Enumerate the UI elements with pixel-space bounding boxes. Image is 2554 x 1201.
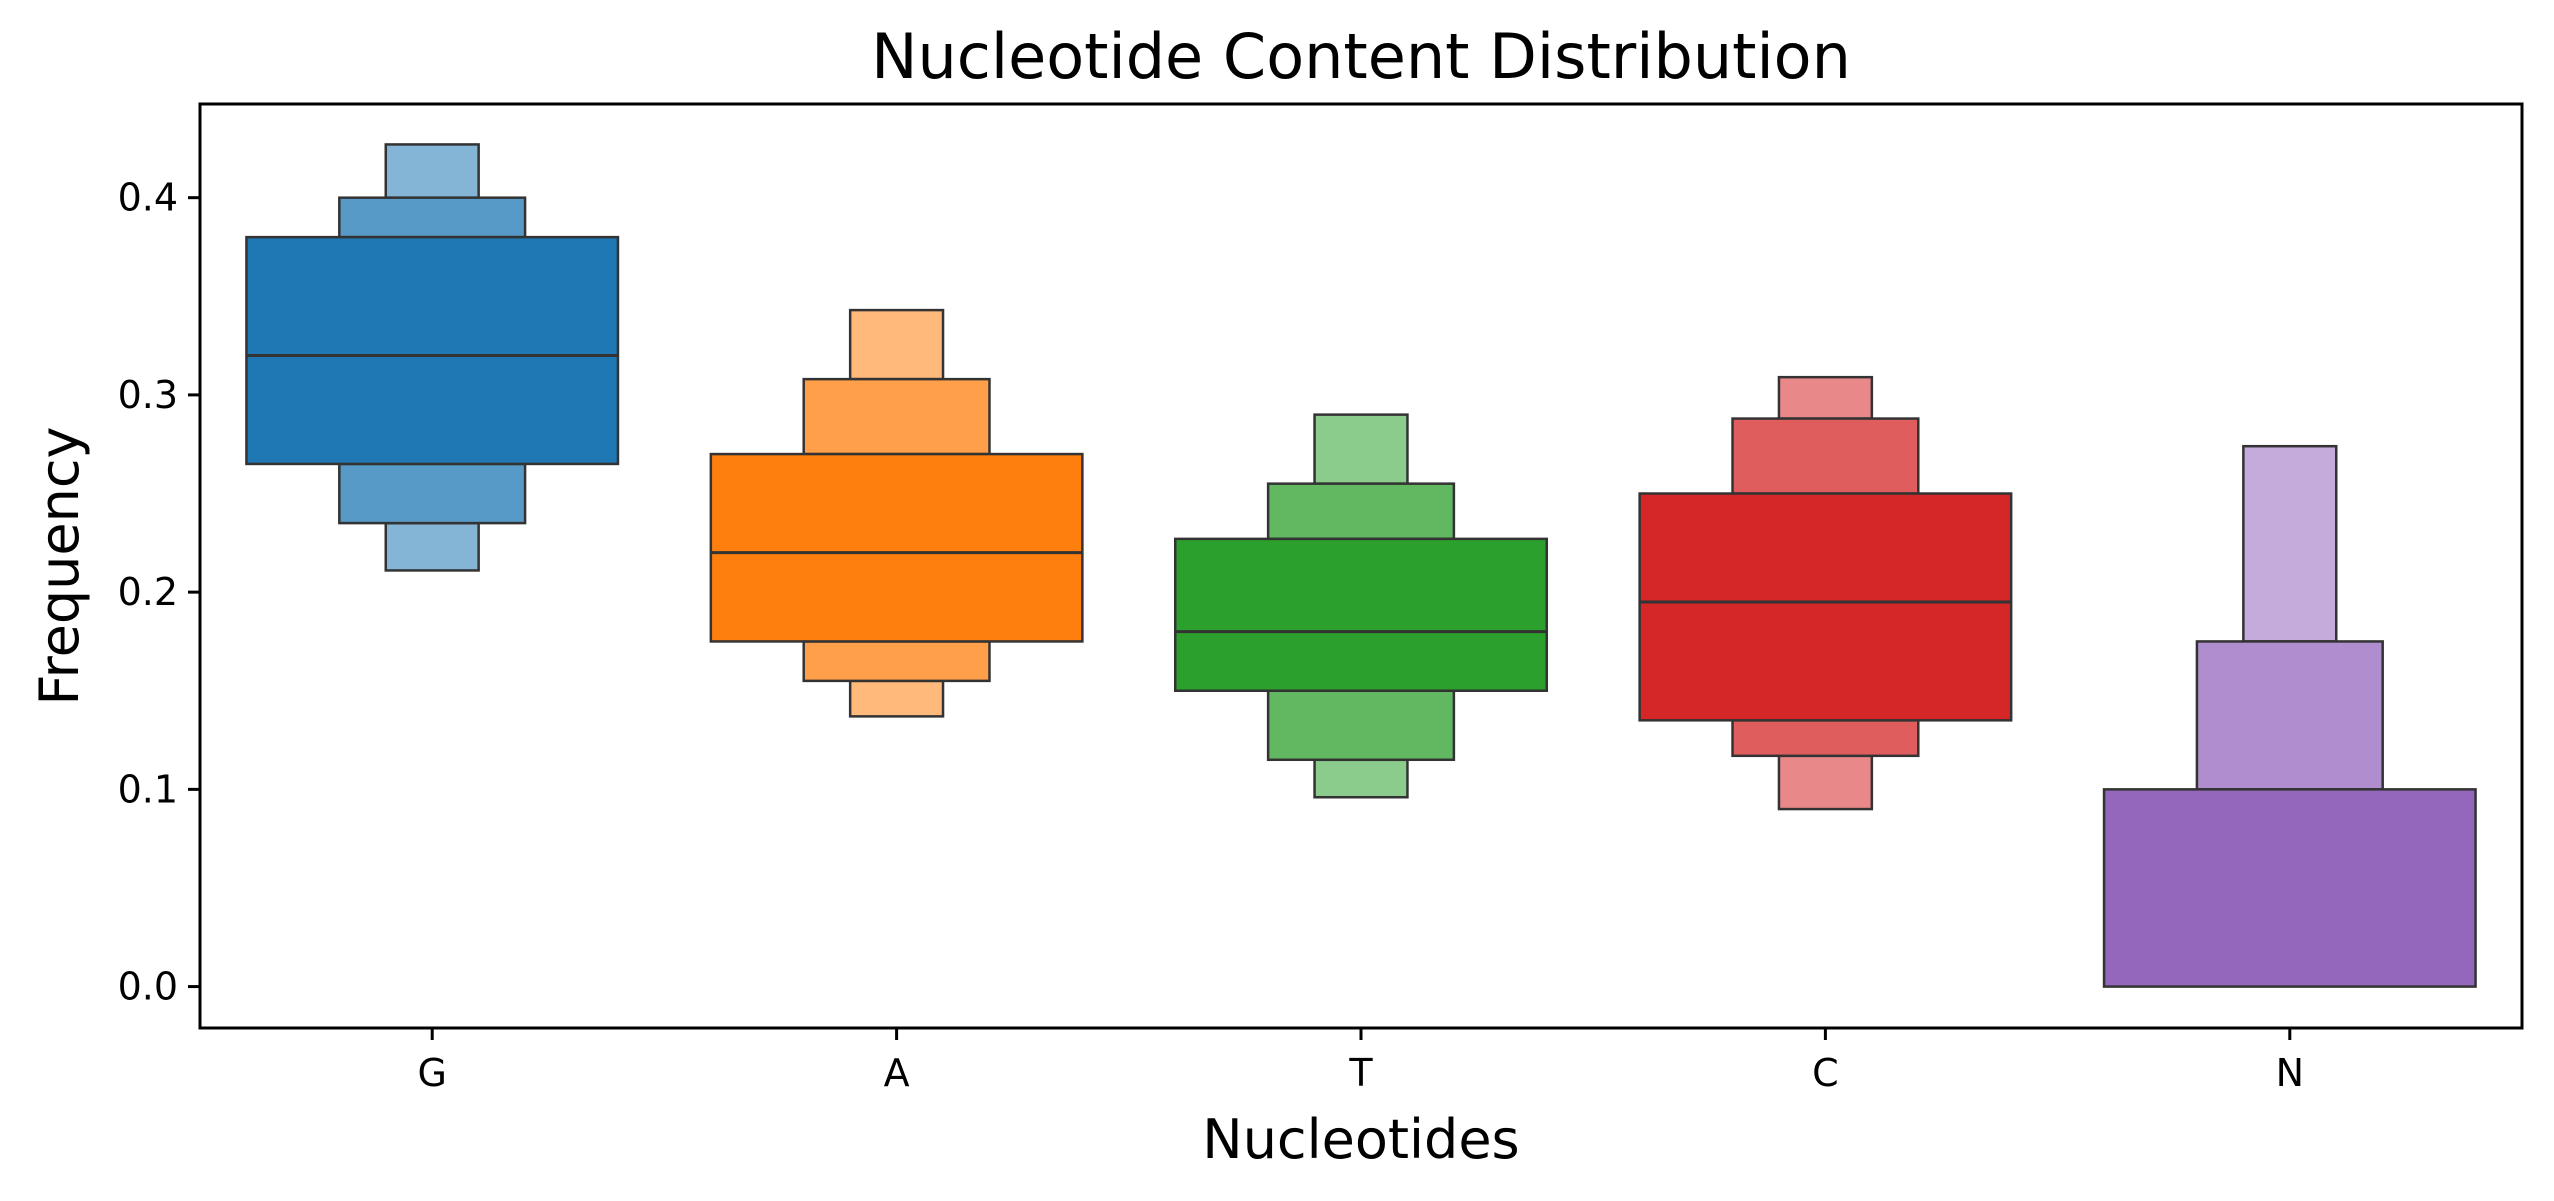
boxen-C (1638, 375, 2013, 811)
box-A-level-2-upper (802, 377, 991, 456)
y-axis: 0.0 0.1 0.2 0.3 0.4 (118, 176, 200, 1009)
y-tick-label: 0.3 (118, 373, 178, 417)
box-T-level-3-upper (1313, 413, 1409, 485)
x-tick-label-T: T (1348, 1051, 1373, 1095)
box-N-level-2 (2195, 640, 2384, 791)
box-N-level-3 (2242, 444, 2338, 643)
box-C-level-2-lower (1731, 719, 1920, 758)
boxen-T (1173, 413, 1549, 799)
plot-area (245, 143, 2477, 988)
box-C-level-3-upper (1777, 375, 1874, 420)
y-axis-label: Frequency (28, 427, 91, 706)
boxen-G (245, 143, 620, 572)
box-G-level-3-lower (384, 521, 480, 572)
x-tick-label-C: C (1812, 1051, 1839, 1095)
chart-title: Nucleotide Content Distribution (871, 20, 1851, 93)
box-A-level-1 (709, 452, 1084, 643)
box-T-level-2-lower (1266, 689, 1456, 762)
x-tick-label-G: G (417, 1051, 446, 1095)
box-N-level-1 (2102, 788, 2477, 988)
boxen-N (2102, 444, 2477, 988)
box-G-level-3-upper (384, 143, 480, 199)
y-tick-label: 0.2 (118, 570, 178, 614)
box-T-level-3-lower (1313, 758, 1409, 799)
y-tick-label: 0.0 (118, 965, 178, 1009)
box-T-level-1 (1173, 537, 1549, 692)
box-G-level-1 (245, 235, 620, 466)
box-C-level-2-upper (1731, 417, 1920, 495)
y-tick-label: 0.4 (118, 176, 178, 220)
y-tick-label: 0.1 (118, 767, 178, 811)
box-T-level-2-upper (1266, 482, 1456, 541)
box-A-level-3-lower (848, 679, 945, 718)
box-G-level-2-lower (338, 462, 527, 525)
box-A-level-2-lower (802, 640, 991, 683)
x-tick-label-N: N (2276, 1051, 2304, 1095)
box-A-level-3-upper (848, 308, 945, 381)
x-axis-label: Nucleotides (1202, 1108, 1519, 1171)
box-C-level-1 (1638, 492, 2013, 722)
box-G-level-2-upper (338, 196, 527, 239)
box-C-level-3-lower (1777, 754, 1874, 811)
x-tick-label-A: A (884, 1051, 910, 1095)
boxen-A (709, 308, 1084, 718)
